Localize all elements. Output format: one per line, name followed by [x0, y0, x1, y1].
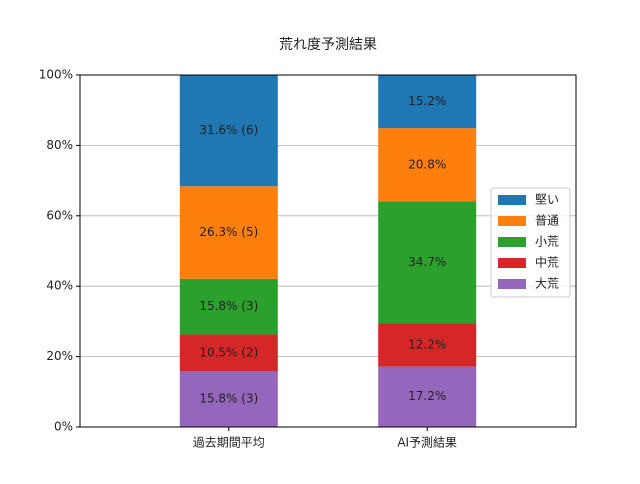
data-label: 15.8% (3)	[199, 392, 258, 406]
legend-label: 大荒	[535, 277, 559, 291]
legend-swatch	[498, 216, 526, 226]
legend-label: 普通	[535, 214, 559, 228]
y-tick-label: 80%	[46, 138, 73, 152]
bar-segment	[378, 201, 477, 324]
data-label: 15.2%	[408, 94, 446, 108]
bar-segment	[179, 186, 278, 279]
bar-segment	[378, 74, 477, 129]
legend-swatch	[498, 279, 526, 289]
data-label: 34.7%	[408, 255, 446, 269]
x-tick-label: 過去期間平均	[193, 436, 265, 450]
legend-swatch	[498, 195, 526, 205]
data-label: 26.3% (5)	[199, 225, 258, 239]
y-tick-label: 0%	[54, 420, 73, 434]
data-label: 15.8% (3)	[199, 299, 258, 313]
chart-title: 荒れ度予測結果	[279, 37, 377, 53]
data-label: 31.6% (6)	[199, 123, 258, 137]
bar-segment	[378, 128, 477, 202]
bar-segment	[179, 75, 278, 187]
data-label: 12.2%	[408, 337, 446, 351]
data-label: 20.8%	[408, 157, 446, 171]
bar-segment	[378, 323, 477, 367]
bar-segment	[378, 366, 477, 427]
legend-swatch	[498, 237, 526, 247]
legend-label: 小荒	[535, 235, 559, 249]
bar-segment	[179, 334, 278, 372]
y-tick-label: 20%	[46, 349, 73, 363]
bar-segment	[179, 371, 278, 427]
y-tick-label: 100%	[39, 68, 73, 82]
y-tick-label: 40%	[46, 279, 73, 293]
data-label: 17.2%	[408, 389, 446, 403]
data-label: 10.5% (2)	[199, 345, 258, 359]
legend-box	[490, 187, 571, 298]
legend-label: 堅い	[535, 193, 559, 207]
x-tick-label: AI予測結果	[397, 436, 457, 450]
legend-swatch	[498, 258, 526, 268]
bar-segment	[179, 278, 278, 335]
y-tick-label: 60%	[46, 208, 73, 222]
legend-label: 中荒	[535, 255, 559, 270]
plot-frame	[79, 74, 577, 428]
